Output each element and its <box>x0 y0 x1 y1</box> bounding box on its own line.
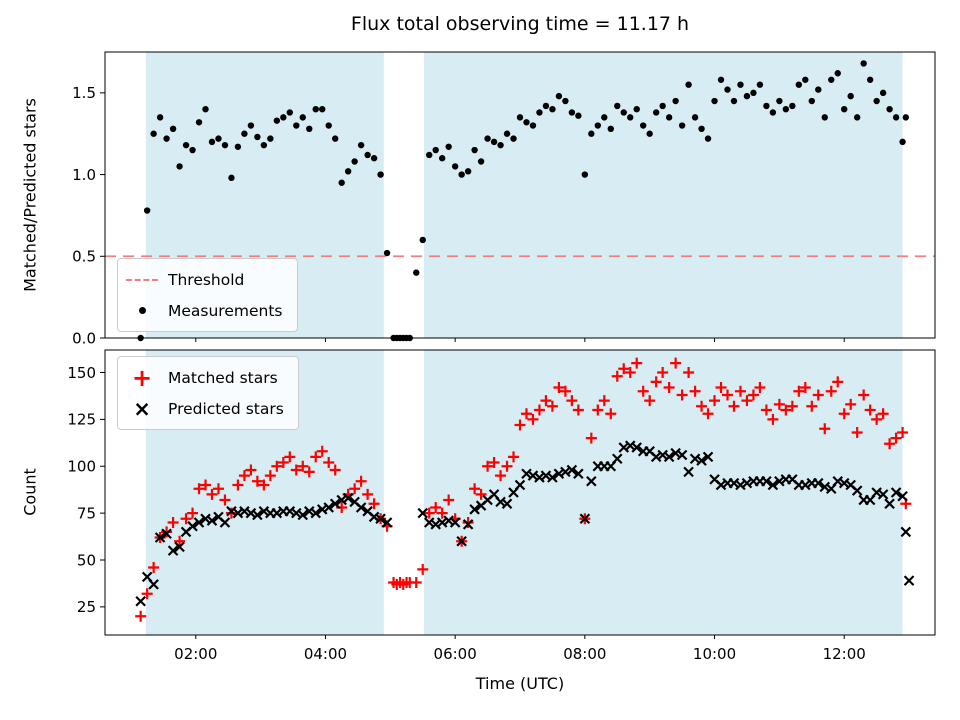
x-tick-label: 08:00 <box>563 645 606 663</box>
legend-bottom-panel: + Matched stars × Predicted stars <box>117 356 299 430</box>
y-tick-label: 75 <box>77 504 96 522</box>
series-predicted-stars <box>135 440 915 607</box>
legend-top-panel: Threshold Measurements <box>117 258 298 332</box>
axes-spines <box>104 349 936 636</box>
legend-item-threshold: Threshold <box>126 264 283 295</box>
plus-marker-icon: + <box>131 363 153 392</box>
x-marker-icon: × <box>133 396 151 421</box>
y-tick-label: 50 <box>77 551 96 569</box>
y-tick-label: 125 <box>67 411 96 429</box>
shaded-region <box>424 52 903 338</box>
x-tick-label: 12:00 <box>823 645 866 663</box>
series-matched-stars <box>135 357 912 622</box>
legend-label-matched-stars: Matched stars <box>168 368 278 387</box>
legend-label-measurements: Measurements <box>168 301 283 320</box>
y-tick-label: 1.0 <box>72 166 96 184</box>
y-axis-label-top: Matched/Predicted stars <box>20 98 40 292</box>
legend-label-predicted-stars: Predicted stars <box>168 399 284 418</box>
legend-label-threshold: Threshold <box>168 270 245 289</box>
measurement-dot-icon <box>126 307 158 314</box>
y-tick-label: 25 <box>77 598 96 616</box>
x-tick-label: 10:00 <box>693 645 736 663</box>
x-axis-label: Time (UTC) <box>475 674 565 693</box>
panel-0: 0.0 0.5 1.0 1.5 <box>72 51 936 347</box>
x-tick-label: 02:00 <box>174 645 217 663</box>
y-tick-label: 0.5 <box>72 248 96 266</box>
chart-title: Flux total observing time = 11.17 h <box>350 13 690 35</box>
x-tick-label: 06:00 <box>434 645 477 663</box>
threshold-dashed-line-icon <box>126 278 158 281</box>
y-axis-label-bottom: Count <box>20 468 40 516</box>
axes-spines <box>104 51 936 339</box>
legend-item-matched-stars: + Matched stars <box>126 362 284 393</box>
legend-item-predicted-stars: × Predicted stars <box>126 393 284 424</box>
y-tick-label: 0.0 <box>72 329 96 347</box>
y-tick-label: 100 <box>67 458 96 476</box>
series-measurements <box>137 60 910 342</box>
y-tick-label: 150 <box>67 364 96 382</box>
legend-item-measurements: Measurements <box>126 295 283 326</box>
shaded-region <box>424 350 903 635</box>
x-tick-label: 04:00 <box>304 645 347 663</box>
y-tick-label: 1.5 <box>72 84 96 102</box>
